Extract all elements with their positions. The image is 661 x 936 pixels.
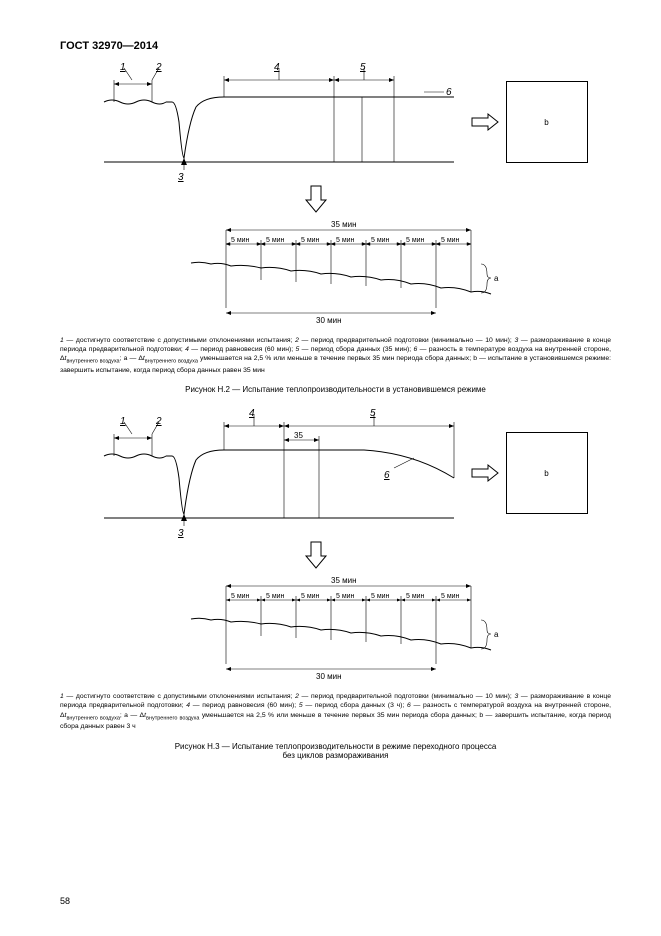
svg-text:5 мин: 5 мин <box>266 237 285 244</box>
fig2-label-1: 1 <box>120 416 126 427</box>
fig2-detail-a: a <box>494 630 499 639</box>
fig2-label-2: 2 <box>155 416 162 427</box>
figure2-result-box: b <box>506 432 588 514</box>
figure-h2-detail-svg: 35 мин 5 мин 5 мин 5 мин 5 мин 5 мин 5 м… <box>171 218 501 328</box>
figure1-caption: Рисунок Н.2 — Испытание теплопроизводите… <box>60 385 611 394</box>
fig1-label-2: 2 <box>155 62 162 73</box>
svg-text:5 мин: 5 мин <box>336 237 355 244</box>
figure1-result-label: b <box>544 118 548 127</box>
svg-text:5 мин: 5 мин <box>371 237 390 244</box>
svg-text:5 мин: 5 мин <box>441 237 460 244</box>
svg-text:5 мин: 5 мин <box>231 237 250 244</box>
down-arrow-1 <box>20 184 611 214</box>
figure-h2-main: 1 2 4 5 6 3 b <box>60 62 611 182</box>
svg-text:5 мин: 5 мин <box>406 237 425 244</box>
svg-text:5 мин: 5 мин <box>441 593 460 600</box>
figure2-legend: 1 — достигнуто соответствие с допустимым… <box>60 692 611 731</box>
page-number: 58 <box>60 896 70 906</box>
fig1-label-3: 3 <box>178 172 184 182</box>
fig2-label-6: 6 <box>384 470 390 481</box>
fig2-detail-bottom: 30 мин <box>316 672 342 681</box>
svg-text:5 мин: 5 мин <box>301 593 320 600</box>
svg-text:5 мин: 5 мин <box>371 593 390 600</box>
figure2-caption: Рисунок Н.3 — Испытание теплопроизводите… <box>60 742 611 760</box>
svg-text:5 мин: 5 мин <box>266 593 285 600</box>
fig2-label-5: 5 <box>370 408 376 419</box>
figure1-result-box: b <box>506 81 588 163</box>
fig2-detail-top: 35 мин <box>331 576 357 585</box>
fig1-detail-top: 35 мин <box>331 220 357 229</box>
figure-h2-main-svg: 1 2 4 5 6 3 <box>84 62 464 182</box>
arrow-right-icon <box>470 112 500 132</box>
fig1-label-1: 1 <box>120 62 126 73</box>
svg-text:5 мин: 5 мин <box>231 593 250 600</box>
fig2-label-3: 3 <box>178 528 184 538</box>
svg-text:5 мин: 5 мин <box>406 593 425 600</box>
fig1-label-4: 4 <box>274 62 280 73</box>
figure-h2-detail: 35 мин 5 мин 5 мин 5 мин 5 мин 5 мин 5 м… <box>60 218 611 328</box>
fig1-detail-a: a <box>494 274 499 283</box>
figure-h3-main-svg: 35 1 2 4 5 6 3 <box>84 408 464 538</box>
fig2-label-4: 4 <box>249 408 255 419</box>
svg-text:5 мин: 5 мин <box>301 237 320 244</box>
down-arrow-2 <box>20 540 611 570</box>
figure2-result-label: b <box>544 469 548 478</box>
figure1-legend: 1 — достигнуто соответствие с допустимым… <box>60 336 611 375</box>
figure-h3-detail-svg: 35 мин 5 мин 5 мин 5 мин 5 мин 5 мин 5 м… <box>171 574 501 684</box>
fig1-label-6: 6 <box>446 87 452 98</box>
arrow-right-icon <box>470 463 500 483</box>
figure-h3-detail: 35 мин 5 мин 5 мин 5 мин 5 мин 5 мин 5 м… <box>60 574 611 684</box>
fig1-label-5: 5 <box>360 62 366 73</box>
document-header: ГОСТ 32970—2014 <box>60 40 611 52</box>
fig1-detail-bottom: 30 мин <box>316 316 342 325</box>
svg-text:5 мин: 5 мин <box>336 593 355 600</box>
figure-h3-main: 35 1 2 4 5 6 3 b <box>60 408 611 538</box>
fig2-label-35: 35 <box>294 431 303 440</box>
